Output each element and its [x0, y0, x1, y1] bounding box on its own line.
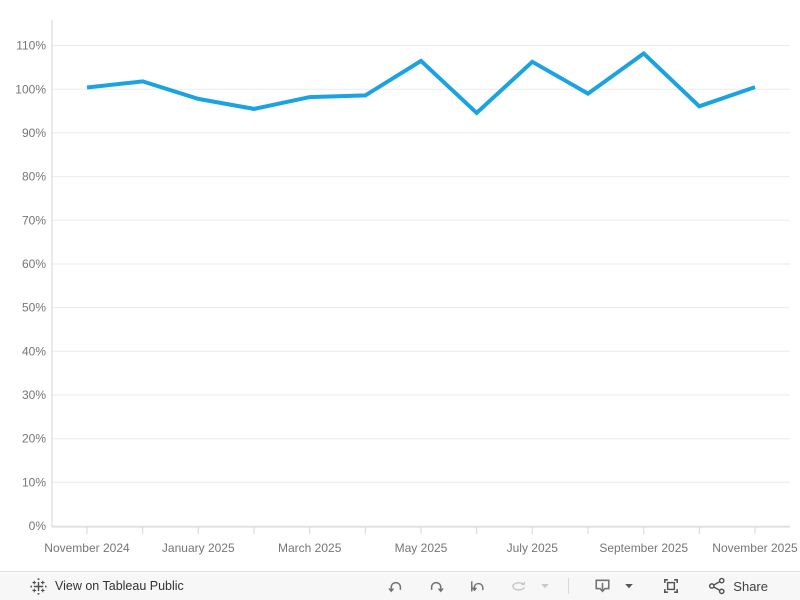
y-axis-tick-label: 0% — [29, 519, 47, 533]
refresh-dropdown-button[interactable] — [540, 582, 550, 590]
y-axis-tick-label: 50% — [22, 301, 46, 315]
fullscreen-button[interactable] — [662, 577, 680, 595]
download-caret-icon — [624, 582, 634, 590]
redo-button[interactable] — [428, 578, 445, 595]
fullscreen-icon — [662, 577, 680, 595]
x-axis-tick-label: March 2025 — [278, 541, 342, 555]
x-axis-tick-label: September 2025 — [599, 541, 688, 555]
share-icon — [708, 577, 726, 595]
tableau-toolbar: View on Tableau Public — [0, 571, 800, 600]
x-axis-tick-label: January 2025 — [162, 541, 235, 555]
y-axis-tick-label: 90% — [22, 126, 46, 140]
view-on-tableau-public-label: View on Tableau Public — [55, 579, 184, 593]
y-axis-tick-label: 80% — [22, 170, 46, 184]
y-axis-tick-label: 60% — [22, 257, 46, 271]
undo-icon — [387, 578, 404, 595]
toolbar-actions: Share — [387, 577, 768, 595]
y-axis-tick-label: 110% — [16, 39, 46, 53]
view-on-tableau-public-link[interactable]: View on Tableau Public — [30, 577, 184, 595]
data-series-line[interactable] — [86, 50, 756, 116]
share-button[interactable]: Share — [708, 577, 768, 595]
y-axis-tick-label: 70% — [22, 213, 46, 227]
refresh-icon — [510, 578, 528, 595]
download-icon — [593, 577, 612, 595]
replay-button[interactable] — [469, 578, 486, 595]
tableau-logo-icon — [30, 577, 47, 595]
redo-icon — [428, 578, 445, 595]
replay-icon — [469, 578, 486, 595]
line-chart: 0% 10% 20% 30% 40% 50% 60% 70% 80% 90% 100% 110% Nov… — [15, 20, 798, 555]
y-axis-tick-label: 100% — [15, 82, 46, 96]
download-button[interactable] — [593, 577, 612, 595]
y-axis-tick-label: 40% — [22, 344, 46, 358]
download-dropdown-button[interactable] — [624, 582, 634, 590]
refresh-caret-icon — [540, 582, 550, 590]
share-button-label: Share — [733, 578, 768, 594]
y-axis-tick-label: 10% — [22, 475, 46, 489]
x-axis-tick-label: May 2025 — [395, 541, 448, 555]
undo-button[interactable] — [387, 578, 404, 595]
x-axis-tick-label: July 2025 — [507, 541, 559, 555]
x-axis-tick-label: November 2025 — [712, 541, 798, 555]
y-axis-tick-label: 20% — [22, 432, 46, 446]
x-axis-tick-label: November 2024 — [44, 541, 130, 555]
toolbar-divider — [568, 578, 570, 594]
y-axis-tick-label: 30% — [22, 388, 46, 402]
refresh-button[interactable] — [510, 578, 528, 595]
